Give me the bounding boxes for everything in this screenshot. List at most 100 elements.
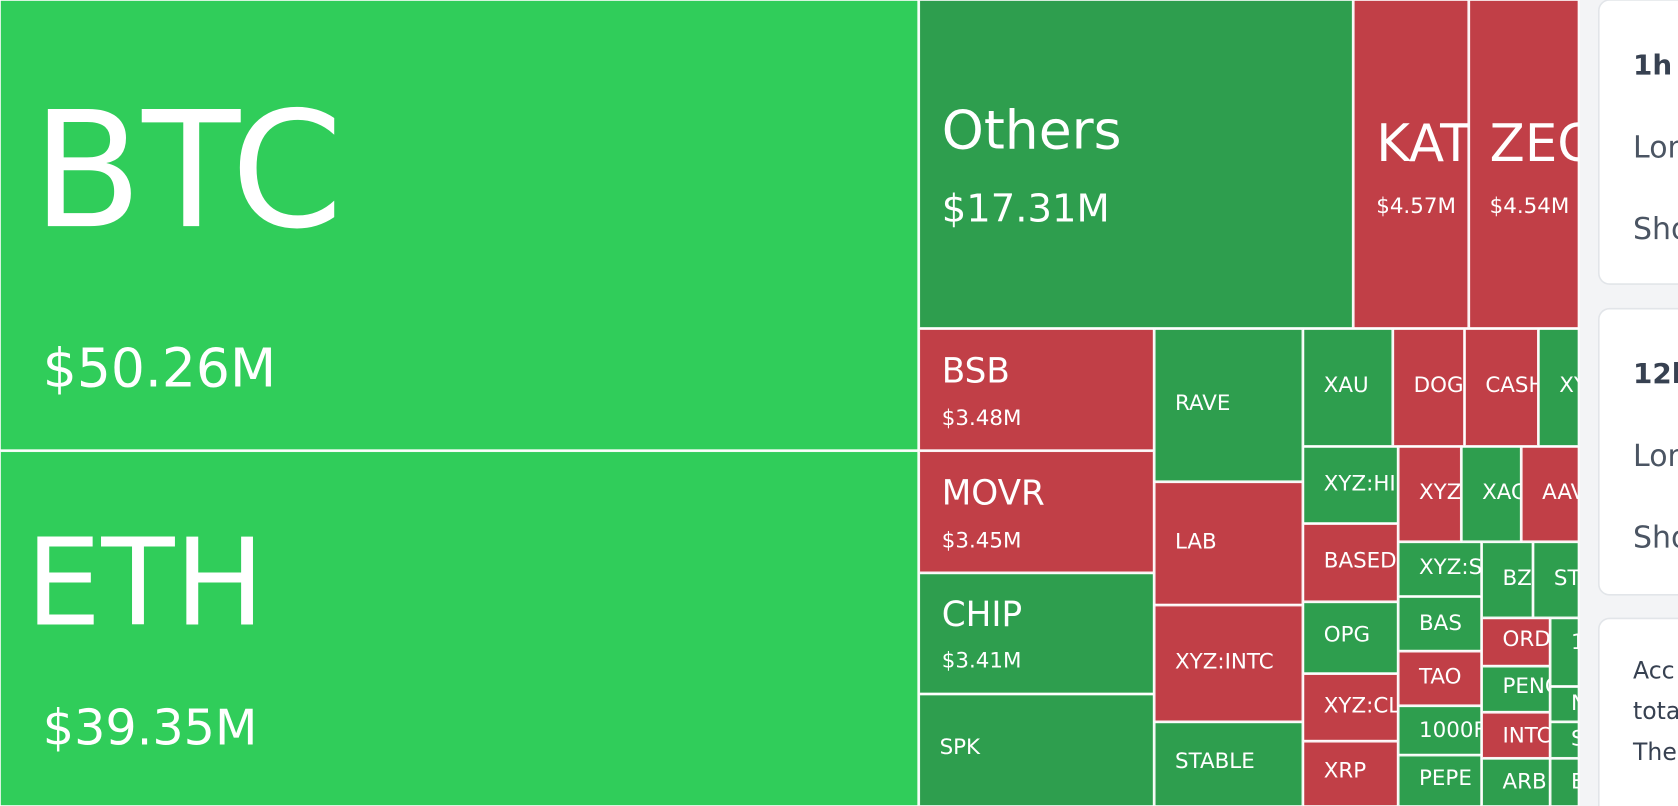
tile[interactable]: BTC $50.26M bbox=[0, 0, 919, 451]
tile[interactable]: XRP bbox=[1303, 741, 1398, 806]
tile[interactable]: XAU bbox=[1303, 329, 1393, 446]
card-line: tota bbox=[1633, 697, 1678, 725]
tile[interactable]: Others $17.31M bbox=[919, 0, 1353, 328]
tile[interactable]: PENG bbox=[1482, 666, 1561, 712]
tile-label: BASED bbox=[1324, 549, 1397, 574]
tile[interactable]: ZEC $4.54M bbox=[1469, 0, 1593, 328]
tile[interactable]: ST bbox=[1533, 542, 1582, 618]
tile-label: BSB bbox=[942, 351, 1010, 391]
tile-rect bbox=[1550, 758, 1579, 806]
tile[interactable]: MOVR $3.45M bbox=[919, 451, 1154, 573]
tile-label: XYZ:CL bbox=[1324, 693, 1401, 718]
tile-rect bbox=[919, 573, 1154, 694]
tile-rect bbox=[0, 451, 919, 806]
tile[interactable]: ORD bbox=[1482, 618, 1551, 666]
card bbox=[1598, 617, 1678, 806]
tile-rect bbox=[1398, 755, 1482, 806]
tile-label: Others bbox=[942, 99, 1122, 162]
tile-label: XAG bbox=[1482, 480, 1527, 505]
tile-value: $4.57M bbox=[1376, 194, 1456, 219]
tile-label: XRP bbox=[1324, 759, 1367, 784]
tile[interactable]: DOG bbox=[1393, 329, 1464, 446]
tile-label: RAVE bbox=[1175, 391, 1230, 416]
tile-rect bbox=[1482, 758, 1550, 806]
tile-rect bbox=[1398, 651, 1482, 706]
tile[interactable]: STABLE bbox=[1154, 722, 1303, 806]
tile[interactable]: AAV bbox=[1521, 446, 1586, 542]
tile-value: $3.45M bbox=[942, 528, 1022, 553]
tile[interactable]: XYZ:S bbox=[1398, 542, 1483, 596]
tile-rect bbox=[919, 329, 1154, 451]
tile[interactable]: S bbox=[1550, 722, 1585, 758]
tile[interactable]: XYZ:INTC bbox=[1154, 605, 1303, 722]
tile[interactable]: LAB bbox=[1154, 482, 1303, 605]
tile[interactable]: RAVE bbox=[1154, 329, 1303, 482]
tile[interactable]: SPK bbox=[919, 694, 1154, 806]
tile-label: XY bbox=[1559, 373, 1588, 398]
tile[interactable]: CHIP $3.41M bbox=[919, 573, 1154, 694]
tile-label: XYZ:HI bbox=[1324, 471, 1396, 496]
tile[interactable]: XYZ:CL bbox=[1303, 674, 1401, 741]
tile-rect bbox=[1303, 524, 1398, 602]
tile[interactable]: KAT $4.57M bbox=[1353, 0, 1472, 328]
tile-label: ARB bbox=[1502, 769, 1546, 794]
tile[interactable]: BAS bbox=[1398, 596, 1482, 651]
tile-rect bbox=[1482, 666, 1550, 712]
card-row: Sho bbox=[1633, 521, 1678, 556]
tile-label: S bbox=[1571, 727, 1585, 752]
tile-rect bbox=[1393, 329, 1464, 446]
tile-label: BZ bbox=[1502, 566, 1531, 591]
tile-rect bbox=[1353, 0, 1469, 328]
card-row: Sho bbox=[1633, 212, 1678, 247]
tile[interactable]: ETH $39.35M bbox=[0, 451, 919, 806]
tile-rect bbox=[1154, 722, 1303, 806]
card-line: Acc bbox=[1633, 657, 1675, 685]
tile-rect bbox=[0, 0, 919, 451]
tile-value: $17.31M bbox=[942, 187, 1110, 232]
tile[interactable]: INTC bbox=[1482, 712, 1551, 758]
tile[interactable]: TAO bbox=[1398, 651, 1482, 706]
tile-rect bbox=[1398, 446, 1461, 542]
tile[interactable]: BSB $3.48M bbox=[919, 329, 1154, 451]
tile-label: CASH bbox=[1485, 373, 1544, 398]
tile-label: XAU bbox=[1324, 373, 1369, 398]
tile[interactable]: XY bbox=[1538, 329, 1588, 446]
tile[interactable]: CASH bbox=[1465, 329, 1545, 446]
tile-rect bbox=[1538, 329, 1579, 446]
tile[interactable]: BZ bbox=[1482, 542, 1533, 618]
card bbox=[1598, 0, 1678, 285]
tile-rect bbox=[1482, 712, 1550, 758]
tile-label: ORD bbox=[1502, 627, 1550, 652]
tile[interactable]: E bbox=[1550, 758, 1585, 806]
tile-label: SPK bbox=[940, 735, 981, 760]
tile-label: 1 bbox=[1571, 630, 1585, 655]
tile[interactable]: XAG bbox=[1461, 446, 1528, 542]
tile-rect bbox=[1482, 618, 1550, 666]
tile[interactable]: 1 bbox=[1550, 618, 1585, 686]
tile-label: INTC bbox=[1502, 723, 1551, 748]
tile-rect bbox=[1465, 329, 1538, 446]
tile-rect bbox=[1550, 687, 1579, 722]
tile-value: $3.41M bbox=[942, 648, 1022, 673]
tile-label: CHIP bbox=[942, 595, 1022, 635]
tile-label: ST bbox=[1554, 566, 1582, 591]
tile[interactable]: XYZ bbox=[1398, 446, 1462, 542]
tile-rect bbox=[1398, 596, 1482, 651]
tile[interactable]: BASED bbox=[1303, 524, 1398, 602]
tile-label: N bbox=[1571, 691, 1587, 716]
tile[interactable]: OPG bbox=[1303, 602, 1398, 674]
tile-rect bbox=[1533, 542, 1579, 618]
tile-value: $4.54M bbox=[1490, 194, 1570, 219]
tile-label: XYZ:INTC bbox=[1175, 649, 1274, 674]
tile-label: STABLE bbox=[1175, 749, 1255, 774]
tile-label: BAS bbox=[1419, 611, 1462, 636]
tile-rect bbox=[1303, 674, 1398, 741]
tile[interactable]: ARB bbox=[1482, 758, 1550, 806]
card-row: Lon bbox=[1633, 439, 1678, 474]
tile[interactable]: N bbox=[1550, 687, 1587, 722]
tile-label: XYZ:S bbox=[1419, 555, 1482, 580]
tile[interactable]: 1000F bbox=[1398, 706, 1486, 755]
tile[interactable]: PEPE bbox=[1398, 755, 1482, 806]
tile[interactable]: XYZ:HI bbox=[1303, 446, 1398, 524]
tile-rect bbox=[1398, 542, 1482, 596]
